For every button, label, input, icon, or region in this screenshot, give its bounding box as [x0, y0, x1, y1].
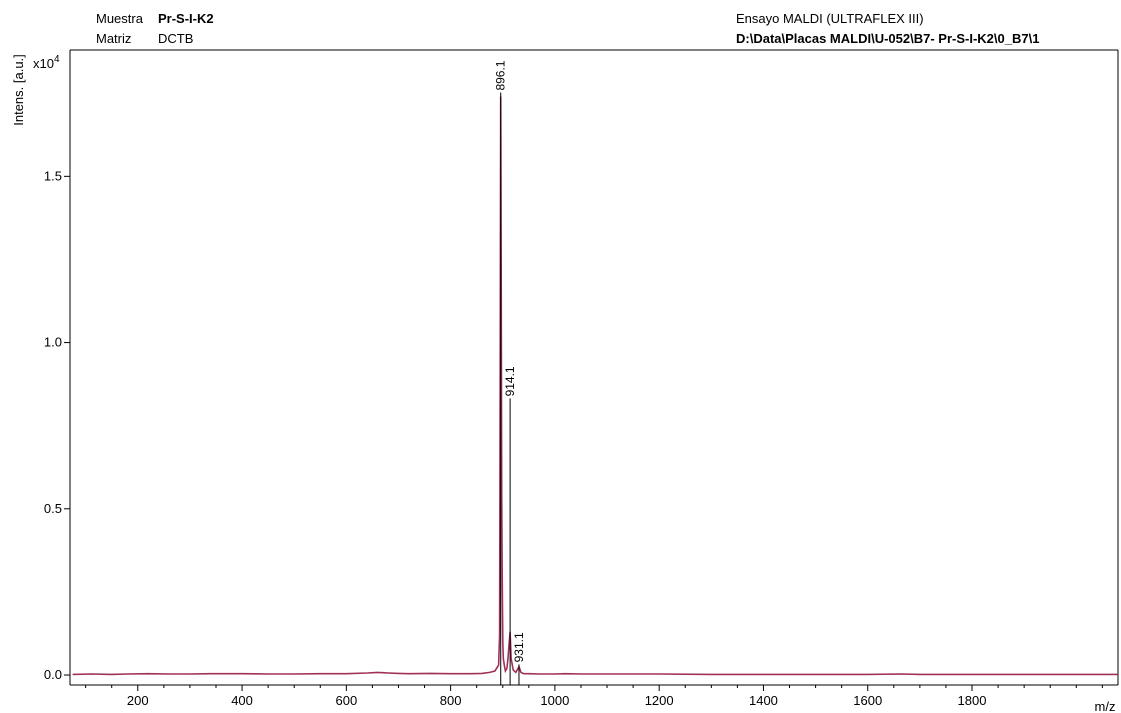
x-tick-label: 1000: [540, 693, 569, 708]
y-tick-label: 1.0: [44, 335, 62, 350]
y-axis-label: Intens. [a.u.]: [11, 54, 26, 126]
axis-ticks: 200 400 600 800 1000 1200 1400 1600 1800 0.0 0.5 1.…: [44, 168, 987, 708]
sample-label: Muestra: [96, 11, 143, 26]
y-tick-label: 0.0: [44, 667, 62, 682]
peak-annotations: 896.1 914.1 931.1: [494, 60, 526, 685]
x-tick-label: 800: [440, 693, 462, 708]
y-tick-label: 1.5: [44, 168, 62, 183]
chart-axes: [69, 49, 1119, 686]
peak-label: 914.1: [503, 366, 517, 396]
x-tick-label: 1800: [958, 693, 987, 708]
sample-value: Pr-S-I-K2: [158, 11, 214, 26]
peak-label: 896.1: [494, 60, 508, 90]
x-axis-label: m/z: [1095, 699, 1116, 713]
y-multiplier: x104: [33, 54, 60, 71]
x-tick-label: 1400: [749, 693, 778, 708]
x-tick-label: 1600: [853, 693, 882, 708]
x-minor-ticks: [85, 685, 1103, 688]
assay-label: Ensayo MALDI (ULTRAFLEX III): [736, 11, 924, 26]
matrix-value: DCTB: [158, 31, 194, 46]
y-multiplier-base: x10: [33, 56, 54, 71]
x-tick-label: 200: [127, 693, 149, 708]
x-tick-label: 1200: [645, 693, 674, 708]
matrix-label: Matriz: [96, 31, 132, 46]
spectrum-trace: [72, 96, 1118, 676]
peak-label: 931.1: [512, 632, 526, 662]
file-path: D:\Data\Placas MALDI\U-052\B7- Pr-S-I-K2…: [736, 31, 1040, 46]
y-tick-label: 0.5: [44, 501, 62, 516]
x-tick-label: 400: [231, 693, 253, 708]
y-multiplier-exponent: 4: [54, 54, 60, 65]
x-tick-label: 600: [335, 693, 357, 708]
